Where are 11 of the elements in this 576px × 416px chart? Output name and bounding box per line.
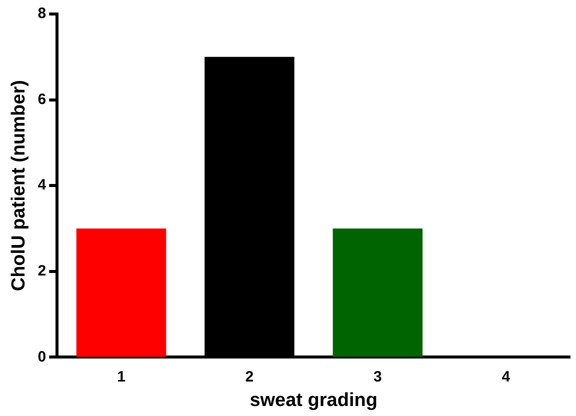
y-axis-title: CholU patient (number) xyxy=(8,80,30,292)
x-tick-label: 3 xyxy=(374,368,382,386)
x-tick-label: 1 xyxy=(117,368,126,386)
y-tick-label: 6 xyxy=(38,90,46,108)
y-tick-label: 0 xyxy=(38,348,46,366)
x-tick-label: 4 xyxy=(502,368,511,386)
y-tick-label: 2 xyxy=(38,262,46,280)
x-tick-label: 2 xyxy=(245,368,254,386)
y-tick-label: 4 xyxy=(38,176,47,194)
y-tick-label: 8 xyxy=(38,5,46,22)
x-axis-title: sweat grading xyxy=(250,390,378,411)
